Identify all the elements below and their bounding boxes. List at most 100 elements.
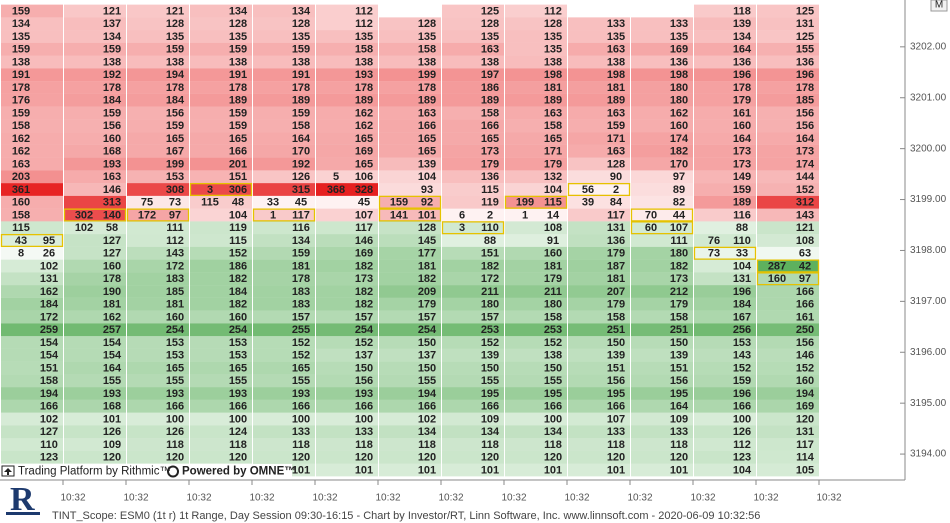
cell (505, 132, 567, 145)
cell (757, 272, 819, 286)
cell (379, 132, 441, 145)
cell-value: 124 (229, 426, 248, 438)
cell-value: 120 (607, 452, 625, 464)
cell (694, 374, 756, 388)
cell-value: 164 (733, 133, 752, 145)
cell-value: 156 (796, 107, 814, 119)
cell (568, 374, 630, 388)
cell-value: 158 (544, 311, 562, 323)
cell-value: 193 (355, 69, 373, 81)
cell (442, 81, 504, 94)
cell (316, 259, 378, 273)
cell (316, 336, 378, 349)
cell-value: 135 (292, 31, 310, 43)
cell (253, 297, 315, 311)
cell (442, 463, 504, 477)
cell-value: 195 (481, 388, 499, 400)
cell-value: 165 (355, 158, 373, 170)
cell-value: 112 (355, 5, 373, 17)
y-tick-label: 3199.00 (910, 194, 947, 205)
cell (568, 157, 630, 171)
cell-value: 153 (166, 171, 184, 183)
cell (253, 221, 315, 235)
cell (505, 234, 567, 247)
cell (631, 208, 693, 222)
cell (316, 195, 378, 209)
cell-value: 169 (670, 44, 688, 56)
cell-value: 135 (229, 31, 247, 43)
cell (631, 30, 693, 43)
corner-button-label[interactable]: M (935, 0, 943, 11)
cell-value: 14 (547, 209, 560, 221)
cell-value: 153 (166, 337, 184, 349)
cell (505, 42, 567, 56)
cell-value: 156 (796, 337, 814, 349)
cell-value: 143 (166, 248, 184, 260)
cell (190, 361, 252, 375)
cell (757, 144, 819, 158)
cell (568, 183, 630, 196)
cell-value: 110 (733, 235, 751, 247)
cell (757, 374, 819, 388)
cell-value: 182 (418, 273, 436, 285)
cell-value: 115 (481, 184, 499, 196)
cell (64, 195, 126, 209)
cell-value: 166 (481, 120, 499, 132)
cell-value: 119 (481, 197, 499, 209)
cell (127, 348, 189, 362)
cell (568, 297, 630, 311)
cell (442, 412, 504, 426)
cell-value: 186 (229, 260, 247, 272)
cell (64, 285, 126, 298)
cell-value: 152 (229, 248, 247, 260)
cell-value: 45 (358, 197, 370, 209)
cell-value: 173 (355, 273, 373, 285)
cell (1, 348, 63, 362)
cell-value: 33 (267, 197, 279, 209)
cell-value: 191 (292, 69, 310, 81)
cell-value: 182 (355, 299, 373, 311)
cell (1, 170, 63, 184)
cell (190, 259, 252, 273)
cell-value: 211 (481, 286, 499, 298)
cell (127, 297, 189, 311)
cell (64, 30, 126, 43)
cell-value: 195 (544, 388, 562, 400)
cell-value: 134 (481, 426, 500, 438)
logo: R (6, 481, 40, 518)
cell-value: 181 (607, 82, 625, 94)
cell-highlight (630, 221, 694, 235)
cell (757, 106, 819, 120)
cell-value: 169 (355, 248, 373, 260)
cell (379, 348, 441, 362)
cell-value: 92 (421, 197, 433, 209)
cell (316, 221, 378, 235)
cell (190, 30, 252, 43)
cell-value: 82 (673, 197, 685, 209)
cell (442, 399, 504, 413)
cell (505, 106, 567, 120)
cell-value: 127 (103, 235, 121, 247)
cell (568, 387, 630, 400)
cell (379, 297, 441, 311)
cell-value: 179 (607, 248, 625, 260)
cell (253, 272, 315, 286)
cell (505, 425, 567, 439)
cell (379, 170, 441, 184)
cell-highlight (504, 195, 568, 209)
cell (757, 412, 819, 426)
corner-button[interactable] (930, 0, 948, 12)
cell (442, 361, 504, 375)
cell-value: 138 (544, 350, 562, 362)
cell-value: 165 (229, 133, 247, 145)
cell (64, 170, 126, 184)
cell-value: 146 (103, 184, 121, 196)
cell-value: 189 (607, 95, 625, 107)
cell (64, 119, 126, 133)
cell-value: 158 (12, 120, 30, 132)
cell-value: 156 (355, 375, 373, 387)
cell-value: 2 (487, 209, 493, 221)
cell-highlight (378, 208, 442, 222)
cell-value: 152 (355, 337, 373, 349)
cell-value: 178 (103, 273, 121, 285)
